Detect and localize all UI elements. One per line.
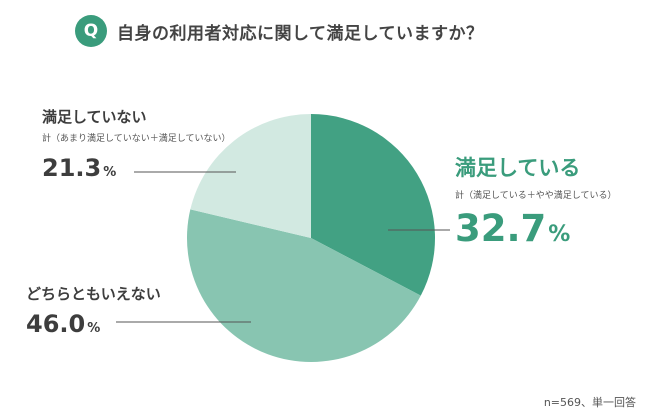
- chart-header: Q 自身の利用者対応に関して満足していますか？: [75, 14, 483, 48]
- question-title: 自身の利用者対応に関して満足していますか？: [117, 23, 484, 44]
- sample-size-note: n=569、単一回答: [543, 396, 636, 409]
- label-satisfied-sub: 計（満足している＋やや満足している）: [455, 191, 617, 201]
- value-neutral-number: 46.0: [26, 310, 86, 338]
- value-satisfied-number: 32.7: [455, 207, 547, 250]
- value-unsatisfied: 21.3%: [42, 154, 230, 182]
- value-neutral-unit: %: [87, 321, 101, 336]
- label-unsatisfied: 満足していない 計（あまり満足していない＋満足していない） 21.3%: [42, 106, 230, 182]
- pie-slice-neutral: [186, 209, 421, 362]
- pie-slice-unsatisfied: [190, 114, 311, 238]
- label-unsatisfied-sub: 計（あまり満足していない＋満足していない）: [42, 134, 231, 144]
- pie-slice-satisfied: [311, 114, 435, 296]
- label-neutral: どちらともいえない 46.0%: [26, 283, 161, 338]
- label-unsatisfied-title: 満足していない: [42, 108, 147, 126]
- label-satisfied-title: 満足している: [455, 156, 581, 180]
- label-neutral-title: どちらともいえない: [26, 285, 161, 303]
- value-neutral: 46.0%: [26, 310, 161, 338]
- question-badge: Q: [75, 15, 107, 47]
- value-unsatisfied-unit: %: [103, 165, 117, 180]
- value-unsatisfied-number: 21.3: [42, 154, 102, 182]
- label-satisfied: 満足している 計（満足している＋やや満足している） 32.7%: [455, 152, 616, 250]
- value-satisfied-unit: %: [548, 222, 571, 247]
- value-satisfied: 32.7%: [455, 207, 616, 250]
